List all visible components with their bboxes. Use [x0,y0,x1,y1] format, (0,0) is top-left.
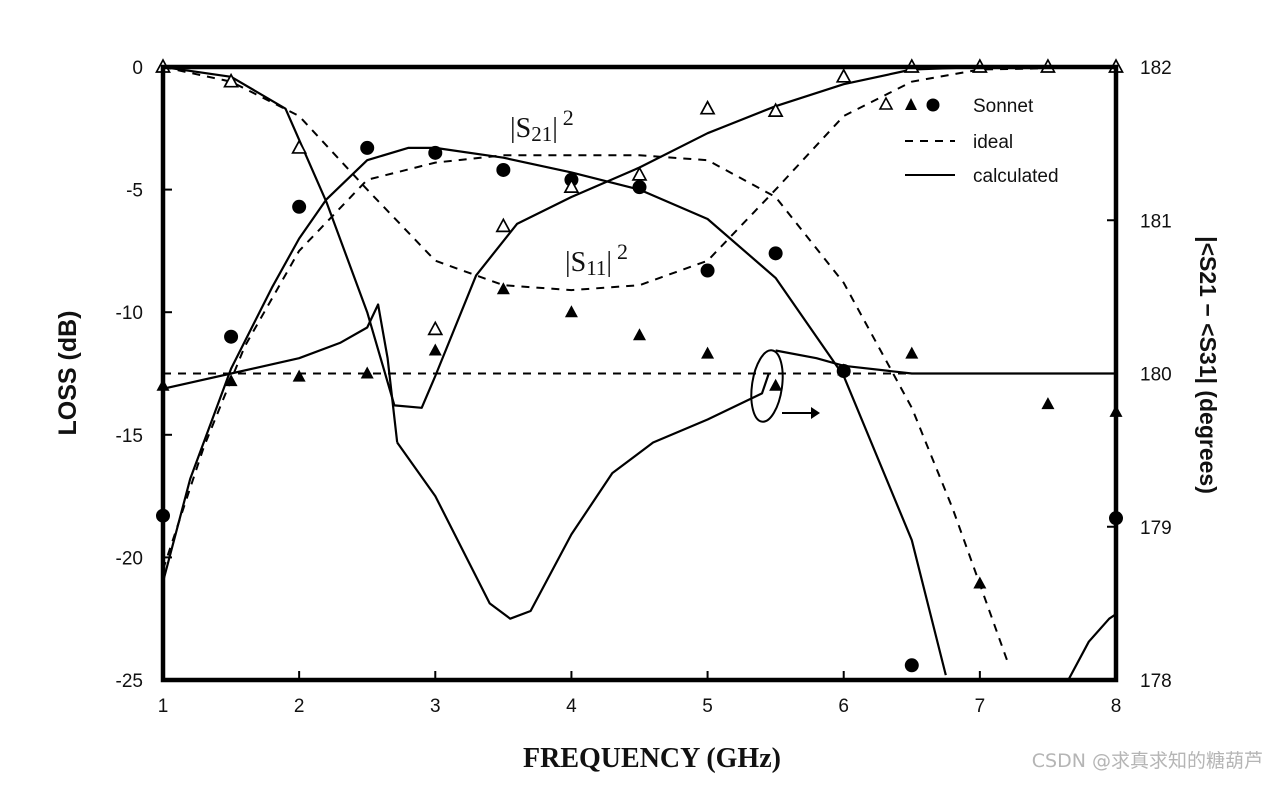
y2-tick-label: 178 [1140,671,1172,692]
data-point-filled-triangle [905,346,919,359]
annotation-s11-base: |S [565,247,586,278]
legend-open-triangle [878,96,894,110]
y-tick-label: -10 [116,303,143,324]
legend-label-ideal: ideal [973,132,1013,153]
y-tick-label: -15 [116,426,143,447]
phase-axis-arrow-head [811,407,820,419]
watermark: CSDN @求真求知的糖葫芦 [1031,750,1263,772]
y-tick-label: -5 [126,181,143,202]
phase-curve-ellipse [750,349,784,423]
series-line-6 [775,349,1116,375]
x-tick-label: 2 [294,696,305,717]
data-point-open-triangle [563,178,580,193]
data-point-filled-triangle [1041,397,1055,410]
x-tick-label: 1 [158,696,169,717]
data-point-filled-triangle [360,366,374,379]
y2-tick-label: 182 [1140,58,1172,79]
data-point-open-triangle [427,320,444,336]
series-line-2 [163,66,980,409]
annotation-s11-close: | [606,247,612,278]
x-tick-label: 5 [702,696,713,717]
data-point-filled-circle [768,246,783,261]
data-point-open-triangle [223,72,239,88]
data-point-filled-triangle [769,378,783,391]
data-point-filled-triangle [973,576,987,589]
data-point-filled-triangle [633,328,646,341]
y2-tick-label: 179 [1140,518,1172,539]
annotation-s11-sup: 2 [617,239,628,264]
data-point-filled-triangle [224,374,238,387]
x-tick-label: 3 [430,696,441,717]
x-tick-label: 4 [566,696,577,717]
legend-label-sonnet: Sonnet [973,96,1034,117]
data-point-open-triangle [835,68,852,83]
y-tick-label: 0 [132,58,143,79]
data-point-filled-triangle [292,369,306,382]
series-line-4 [163,303,399,443]
y2-tick-label: 180 [1140,365,1172,386]
data-point-open-triangle [495,217,512,233]
y-tick-label: -25 [116,671,143,692]
y2-axis-title: |<S21 − <S31| (degrees) [1195,236,1221,494]
annotation-s21-close: | [552,113,558,144]
annotation-s21-sub: 21 [531,122,552,146]
legend-filled-circle [926,98,940,112]
legend-markers [878,96,940,112]
series-line-3 [163,66,1116,292]
data-point-open-triangle [699,99,716,115]
data-point-open-triangle [631,166,648,181]
data-point-open-triangle [291,139,308,154]
annotation-s11: |S11| 2 [565,239,628,280]
data-point-filled-circle [360,140,375,155]
annotation-s21-sup: 2 [563,105,574,130]
data-point-open-triangle [767,102,784,117]
data-point-filled-circle [700,263,715,278]
annotation-s21: |S21| 2 [510,105,574,146]
data-point-filled-circle [428,145,443,160]
data-point-filled-triangle [564,305,578,318]
x-tick-label: 6 [838,696,849,717]
annotation-s21-base: |S [510,113,531,144]
data-point-filled-circle [224,329,239,344]
annotation-s11-sub: 11 [586,256,606,280]
ticks-layer: 1 2 3 4 5 6 7 8 0 -5 -10 -15 -20 -25 182 181 180 179 178 [116,58,1172,717]
x-tick-label: 8 [1111,696,1122,717]
data-point-filled-circle [496,162,511,177]
data-point-filled-triangle [496,282,510,295]
series-line-7 [1067,613,1116,680]
x-axis-title: FREQUENCY (GHz) [523,743,781,774]
series-line-1 [163,154,1009,661]
y-axis-title: LOSS (dB) [54,311,82,436]
y2-tick-label: 181 [1140,211,1172,232]
y-tick-label: -20 [116,548,143,569]
data-point-filled-triangle [428,343,442,356]
legend-filled-triangle [905,98,917,110]
data-point-filled-circle [292,199,307,214]
legend-label-calculated: calculated [973,166,1059,187]
data-point-filled-circle [632,180,647,195]
x-tick-label: 7 [975,696,986,717]
series-layer [163,66,1116,680]
series-line-5 [396,373,770,620]
data-point-filled-triangle [701,346,715,359]
data-point-filled-circle [904,658,919,673]
legend: Sonnet ideal calculated [878,96,1059,187]
series-line-0 [163,146,947,676]
data-point-filled-triangle [837,363,851,376]
